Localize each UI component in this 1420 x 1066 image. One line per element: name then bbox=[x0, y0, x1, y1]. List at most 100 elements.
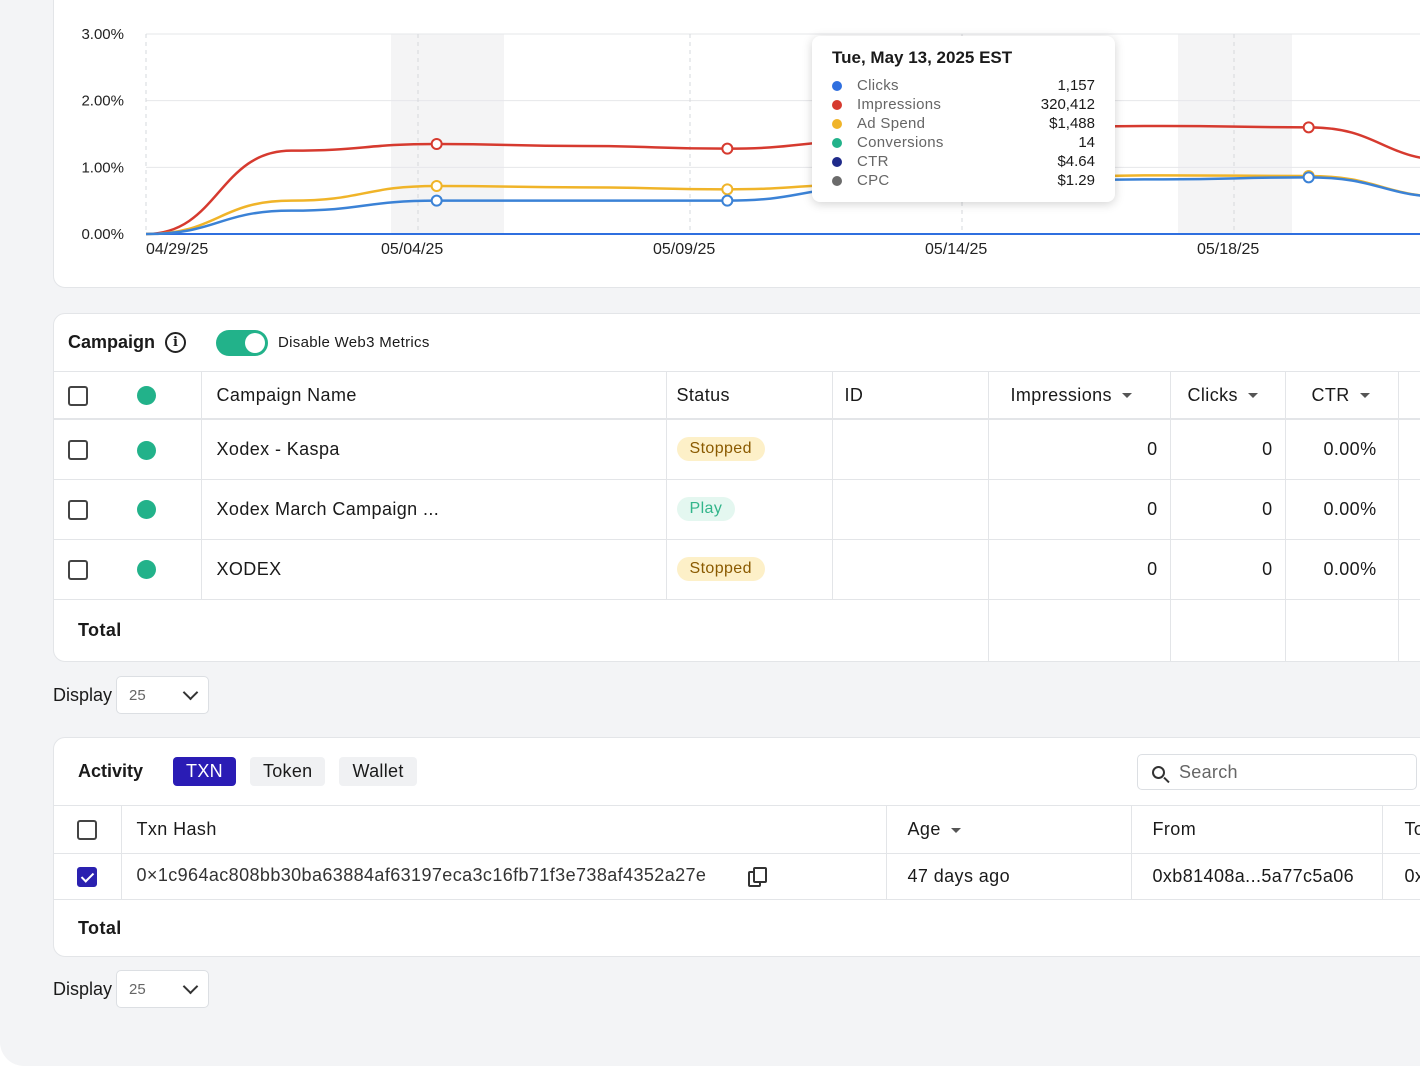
col-status[interactable]: Status bbox=[666, 372, 833, 420]
tab-wallet[interactable]: Wallet bbox=[339, 757, 417, 786]
status-dot bbox=[137, 386, 156, 406]
table-row[interactable]: Xodex March Campaign ... Play 0 0 0.00% bbox=[54, 479, 1420, 540]
data-point[interactable] bbox=[721, 183, 734, 196]
highlight-band bbox=[1178, 34, 1292, 234]
col-campaign-name[interactable]: Campaign Name bbox=[201, 372, 667, 420]
row-select-cell bbox=[54, 419, 102, 480]
campaign-total-row: Total bbox=[54, 599, 1420, 662]
page-size-select[interactable]: 25 bbox=[116, 676, 210, 714]
tooltip-value: $1,488 bbox=[1049, 115, 1095, 132]
status-badge: Play bbox=[676, 497, 736, 521]
row-checkbox[interactable] bbox=[77, 866, 98, 887]
col-clicks[interactable]: Clicks bbox=[1170, 372, 1286, 420]
clicks-cell: 0 bbox=[1170, 419, 1286, 480]
info-icon[interactable]: i bbox=[165, 332, 187, 353]
tooltip-label: Impressions bbox=[857, 96, 942, 113]
tab-txn[interactable]: TXN bbox=[173, 757, 236, 786]
legend-dot bbox=[832, 99, 842, 110]
total-label: Total bbox=[78, 917, 122, 938]
col-impressions[interactable]: Impressions bbox=[988, 372, 1171, 420]
copy-icon[interactable] bbox=[747, 866, 768, 887]
data-point[interactable] bbox=[430, 180, 443, 192]
search-placeholder: Search bbox=[1179, 761, 1238, 782]
page-size-value: 25 bbox=[129, 686, 146, 704]
table-row[interactable]: Xodex - Kaspa Stopped 0 0 0.00% bbox=[54, 419, 1420, 480]
data-point[interactable] bbox=[430, 138, 443, 150]
data-point[interactable] bbox=[721, 142, 734, 155]
activity-title: Activity bbox=[78, 761, 144, 781]
legend-dot bbox=[832, 80, 842, 91]
campaign-table: Campaign Name Status ID Impressions Clic… bbox=[54, 372, 1420, 662]
col-ctr[interactable]: CTR bbox=[1285, 372, 1399, 420]
to-cell[interactable]: 0x bbox=[1382, 853, 1420, 900]
campaign-title: Campaign bbox=[68, 332, 156, 352]
from-cell[interactable]: 0xb81408a...5a77c5a06 bbox=[1131, 853, 1383, 900]
data-point[interactable] bbox=[1302, 171, 1315, 184]
tooltip-value: $1.29 bbox=[1057, 172, 1095, 189]
campaign-name-cell[interactable]: XODEX bbox=[201, 539, 667, 600]
select-all-cell bbox=[54, 806, 122, 854]
row-checkbox[interactable] bbox=[68, 439, 88, 460]
legend-dot bbox=[832, 137, 842, 148]
legend-dot bbox=[832, 118, 842, 129]
id-cell bbox=[832, 539, 989, 600]
chart-tooltip: Tue, May 13, 2025 EST Clicks 1,157 Impre… bbox=[812, 36, 1115, 202]
chevron-down-icon bbox=[182, 684, 199, 700]
tooltip-value: 1,157 bbox=[1057, 77, 1095, 94]
col-ctr-label: CTR bbox=[1311, 384, 1350, 405]
tab-token[interactable]: Token bbox=[249, 757, 326, 786]
legend-dot bbox=[832, 175, 842, 186]
status-badge: Stopped bbox=[676, 557, 765, 581]
id-cell bbox=[832, 419, 989, 480]
txn-hash: 0×1c964ac808bb30ba63884af63197eca3c16fb7… bbox=[136, 865, 707, 886]
row-checkbox[interactable] bbox=[68, 559, 88, 580]
row-status-dot-cell bbox=[102, 479, 202, 540]
y-tick-label: 3.00% bbox=[81, 26, 124, 43]
campaign-display-control: Display 25 bbox=[53, 676, 210, 714]
x-tick-label: 05/04/25 bbox=[381, 241, 443, 258]
campaign-name-cell[interactable]: Xodex - Kaspa bbox=[201, 419, 667, 480]
select-all-checkbox[interactable] bbox=[77, 819, 98, 840]
select-all-cell bbox=[54, 372, 102, 420]
table-row[interactable]: XODEX Stopped 0 0 0.00% bbox=[54, 539, 1420, 600]
total-cell bbox=[1398, 599, 1420, 662]
performance-chart-card: 3.00% 2.00% 1.00% 0.00% 04/29/25 05/04/25 05/0… bbox=[53, 0, 1420, 288]
col-clicks-label: Clicks bbox=[1187, 384, 1238, 405]
tooltip-title: Tue, May 13, 2025 EST bbox=[832, 48, 1013, 67]
campaign-name-cell[interactable]: Xodex March Campaign ... bbox=[201, 479, 667, 540]
col-txn-hash[interactable]: Txn Hash bbox=[121, 806, 887, 854]
total-label: Total bbox=[54, 599, 989, 662]
row-checkbox[interactable] bbox=[68, 499, 88, 520]
col-from[interactable]: From bbox=[1131, 806, 1383, 854]
col-impressions-label: Impressions bbox=[1010, 384, 1112, 405]
clicks-cell: 0 bbox=[1170, 539, 1286, 600]
impressions-cell: 0 bbox=[988, 479, 1171, 540]
tooltip-label: Ad Spend bbox=[857, 115, 926, 132]
col-id[interactable]: ID bbox=[832, 372, 989, 420]
status-dot bbox=[137, 440, 156, 460]
txn-table: Txn Hash Age From To 0×1c964ac808bb30ba6… bbox=[54, 806, 1420, 957]
x-tick-label: 05/09/25 bbox=[653, 241, 715, 258]
col-age[interactable]: Age bbox=[886, 806, 1132, 854]
overflow-cell bbox=[1398, 479, 1420, 540]
col-to[interactable]: To bbox=[1382, 806, 1420, 854]
x-tick-label: 05/14/25 bbox=[925, 241, 987, 258]
page-size-select[interactable]: 25 bbox=[116, 970, 210, 1008]
y-tick-label: 0.00% bbox=[81, 226, 124, 243]
legend-dot bbox=[832, 156, 842, 167]
tooltip-row: CTR $4.64 bbox=[832, 152, 1095, 171]
search-input[interactable]: Search bbox=[1137, 754, 1417, 790]
data-point[interactable] bbox=[721, 194, 734, 207]
data-point[interactable] bbox=[430, 194, 443, 207]
activity-card: Activity TXN Token Wallet Search Txn Has… bbox=[53, 737, 1420, 957]
status-dot-header bbox=[102, 372, 202, 420]
row-select-cell bbox=[54, 853, 122, 900]
table-row[interactable]: 0×1c964ac808bb30ba63884af63197eca3c16fb7… bbox=[54, 853, 1420, 900]
web3-metrics-toggle[interactable] bbox=[216, 329, 269, 356]
tooltip-value: $4.64 bbox=[1057, 153, 1095, 170]
display-label: Display bbox=[53, 684, 113, 705]
select-all-checkbox[interactable] bbox=[68, 385, 88, 406]
performance-chart: 3.00% 2.00% 1.00% 0.00% 04/29/25 05/04/25 05/0… bbox=[81, 26, 1420, 258]
data-point[interactable] bbox=[1302, 121, 1315, 134]
y-tick-label: 2.00% bbox=[81, 93, 124, 110]
